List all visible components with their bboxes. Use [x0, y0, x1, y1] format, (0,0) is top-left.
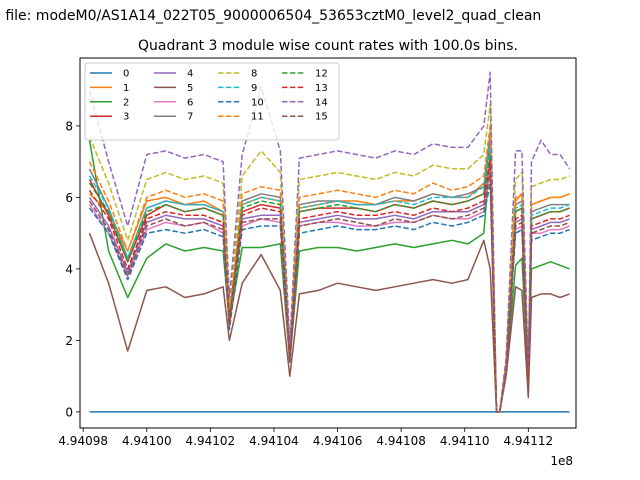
- axes-frame: [79, 57, 577, 429]
- y-tick-label: 6: [65, 191, 73, 205]
- plot-area: [79, 57, 577, 429]
- legend-label-4: 4: [187, 69, 193, 80]
- x-offset-text: 1e8: [550, 454, 573, 468]
- series-line-15: [88, 171, 570, 413]
- legend-label-5: 5: [187, 83, 193, 94]
- y-tick-label: 2: [65, 334, 73, 348]
- figure-suptitle: n file: modeM0/AS1A14_022T05_9000006504_…: [0, 8, 541, 24]
- y-tick-label: 4: [65, 262, 73, 276]
- x-tick-label: 4.94106: [313, 434, 363, 448]
- x-tick-label: 4.94098: [58, 434, 108, 448]
- x-tick-label: 4.94102: [186, 434, 236, 448]
- legend-label-13: 13: [315, 83, 328, 94]
- x-tick-label: 4.94108: [376, 434, 426, 448]
- legend-label-9: 9: [251, 83, 257, 94]
- legend-label-10: 10: [251, 97, 264, 108]
- legend-label-11: 11: [251, 112, 264, 123]
- legend-label-6: 6: [187, 97, 193, 108]
- series-lines: [88, 71, 571, 413]
- legend-label-15: 15: [315, 112, 328, 123]
- legend-label-12: 12: [315, 69, 328, 80]
- y-tick-label: 0: [65, 405, 73, 419]
- series-line-8: [88, 103, 570, 413]
- legend-box: [84, 62, 340, 141]
- chart-title: Quadrant 3 module wise count rates with …: [138, 38, 518, 54]
- legend-label-0: 0: [123, 69, 129, 80]
- x-tick-label: 4.94104: [249, 434, 299, 448]
- series-line-14: [88, 71, 571, 413]
- x-tick-label: 4.94110: [440, 434, 490, 448]
- series-line-2: [88, 140, 570, 413]
- y-axis: 0 2 4 6 8: [65, 119, 80, 419]
- series-line-5: [88, 232, 570, 413]
- x-axis: 4.94098 4.94100 4.94102 4.94104 4.94106 4.941…: [58, 428, 553, 448]
- x-tick-label: 4.94100: [122, 434, 172, 448]
- legend-label-3: 3: [123, 112, 129, 123]
- legend-label-1: 1: [123, 83, 129, 94]
- legend-label-14: 14: [315, 97, 328, 108]
- x-tick-label: 4.94112: [503, 434, 553, 448]
- y-tick-label: 8: [65, 119, 73, 133]
- legend-label-2: 2: [123, 97, 129, 108]
- series-line-9: [88, 143, 570, 413]
- legend-label-7: 7: [187, 112, 193, 123]
- legend-label-8: 8: [251, 69, 257, 80]
